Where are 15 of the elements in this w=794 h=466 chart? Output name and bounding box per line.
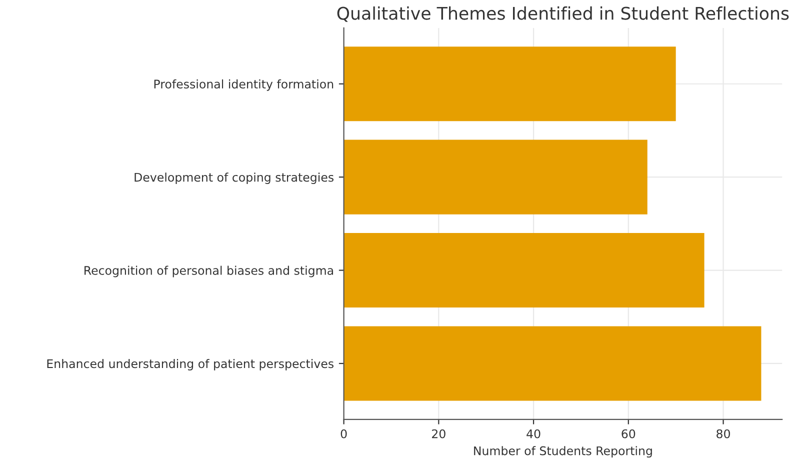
bar — [344, 233, 704, 308]
x-tick-label: 60 — [622, 429, 636, 438]
x-axis-title: Number of Students Reporting — [474, 446, 652, 458]
y-tick-label: Development of coping strategies — [134, 172, 334, 184]
x-tick-label: 0 — [340, 429, 347, 438]
bar — [344, 326, 762, 401]
y-tick-label: Recognition of personal biases and stigma — [84, 266, 334, 278]
y-tick-label: Enhanced understanding of patient perspectives — [47, 358, 334, 370]
bar — [344, 140, 648, 214]
x-tick-label: 40 — [526, 429, 540, 438]
y-tick-label: Professional identity formation — [154, 79, 334, 91]
x-tick-label: 80 — [716, 429, 730, 438]
x-tick-label: 20 — [432, 429, 446, 438]
bar — [344, 46, 676, 122]
chart-title: Qualitative Themes Identified in Student Reflections — [337, 6, 789, 22]
